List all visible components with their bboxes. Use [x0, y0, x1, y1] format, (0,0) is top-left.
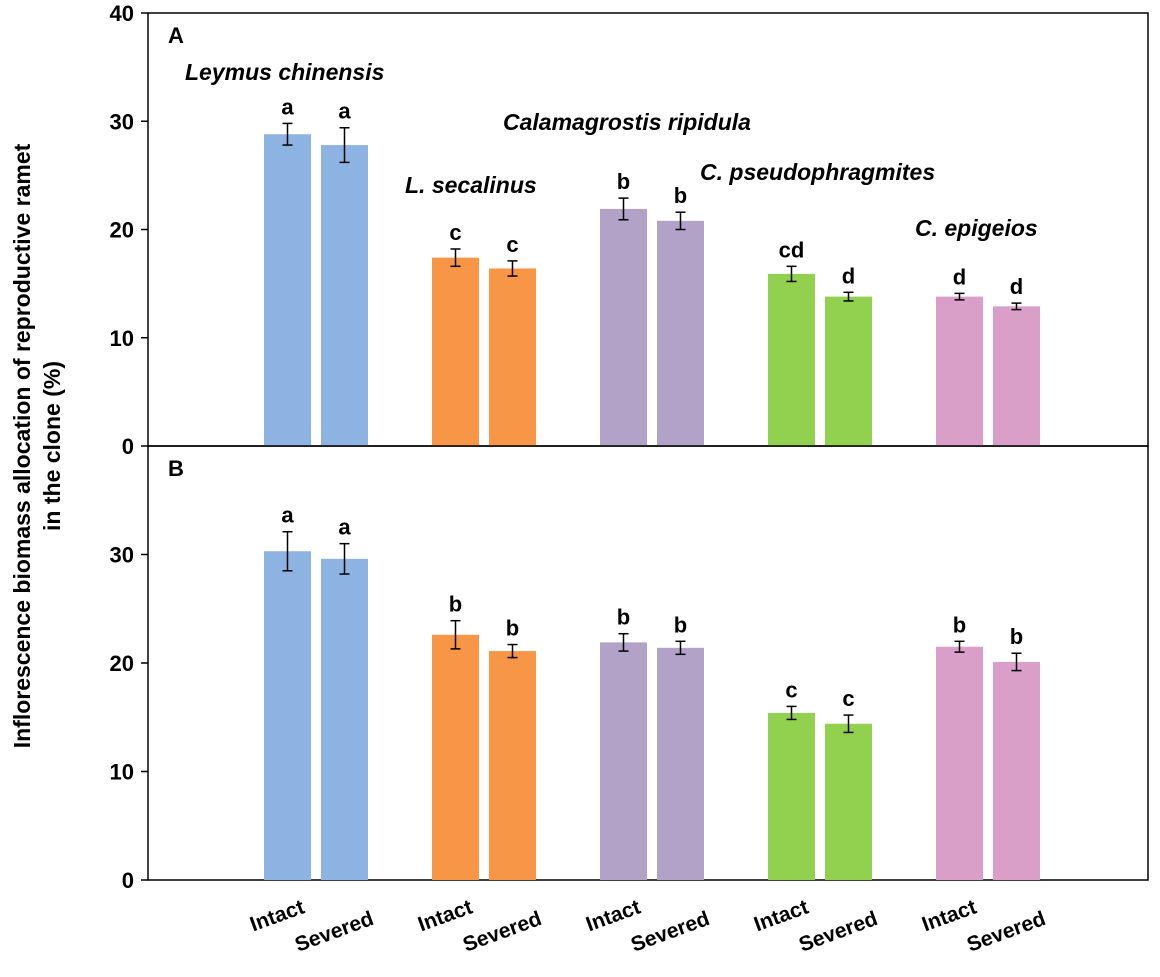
y-axis-label-line: in the clone (%) — [39, 361, 65, 531]
bar-B-4-intact — [768, 712, 815, 880]
significance-letter: a — [338, 99, 351, 124]
bar-A-5-intact — [936, 296, 983, 446]
species-label: Leymus chinensis — [185, 59, 384, 85]
x-category-label: Intact — [415, 896, 476, 937]
significance-letter: b — [617, 169, 630, 194]
significance-letter: d — [1010, 274, 1023, 299]
species-label: Calamagrostis ripidula — [503, 109, 751, 135]
bar-B-3-severed — [657, 647, 704, 880]
bar-A-4-severed — [825, 296, 872, 446]
y-tick-label: 30 — [110, 543, 134, 568]
significance-letter: b — [953, 612, 966, 637]
y-tick-label: 20 — [110, 651, 134, 676]
significance-letter: c — [785, 677, 797, 702]
bar-A-2-intact — [432, 257, 479, 446]
significance-letter: b — [449, 592, 462, 617]
bar-B-5-intact — [936, 646, 983, 880]
x-category-label: Intact — [247, 896, 308, 937]
y-tick-label: 20 — [110, 218, 134, 243]
bar-B-1-severed — [321, 558, 368, 880]
bar-B-2-intact — [432, 634, 479, 880]
bar-B-4-severed — [825, 723, 872, 880]
y-tick-label: 10 — [110, 760, 134, 785]
significance-letter: a — [281, 94, 294, 119]
significance-letter: c — [506, 232, 518, 257]
y-tick-label: 0 — [122, 868, 134, 893]
significance-letter: d — [842, 263, 855, 288]
significance-letter: c — [842, 686, 854, 711]
bar-B-1-intact — [264, 551, 311, 880]
bar-A-3-intact — [600, 208, 647, 446]
bar-A-4-intact — [768, 273, 815, 446]
bar-A-3-severed — [657, 220, 704, 446]
significance-letter: c — [449, 220, 461, 245]
y-tick-label: 40 — [110, 1, 134, 26]
y-tick-label: 0 — [122, 434, 134, 459]
x-category-label: Intact — [583, 896, 644, 937]
bar-A-5-severed — [993, 306, 1040, 446]
y-axis-label-line: Inflorescence biomass allocation of repr… — [9, 143, 35, 748]
significance-letter: b — [674, 183, 687, 208]
bar-A-2-severed — [489, 268, 536, 446]
y-axis-label: Inflorescence biomass allocation of repr… — [9, 143, 65, 748]
significance-letter: b — [1010, 624, 1023, 649]
x-category-label: Intact — [751, 896, 812, 937]
x-category-label: Intact — [919, 896, 980, 937]
significance-letter: b — [674, 612, 687, 637]
bar-B-3-intact — [600, 642, 647, 880]
species-label: L. secalinus — [405, 172, 537, 198]
species-label: C. pseudophragmites — [700, 159, 935, 185]
y-tick-label: 10 — [110, 326, 134, 351]
bar-A-1-severed — [321, 145, 368, 446]
significance-letter: cd — [779, 237, 805, 262]
significance-letter: b — [617, 605, 630, 630]
bar-B-2-severed — [489, 651, 536, 880]
bar-B-5-severed — [993, 661, 1040, 880]
bar-A-1-intact — [264, 134, 311, 447]
significance-letter: d — [953, 264, 966, 289]
significance-letter: b — [506, 616, 519, 641]
species-label: C. epigeios — [915, 215, 1038, 241]
significance-letter: a — [281, 503, 294, 528]
panel-B-label: B — [168, 456, 184, 481]
panel-A-label: A — [168, 23, 184, 48]
y-tick-label: 30 — [110, 109, 134, 134]
significance-letter: a — [338, 515, 351, 540]
